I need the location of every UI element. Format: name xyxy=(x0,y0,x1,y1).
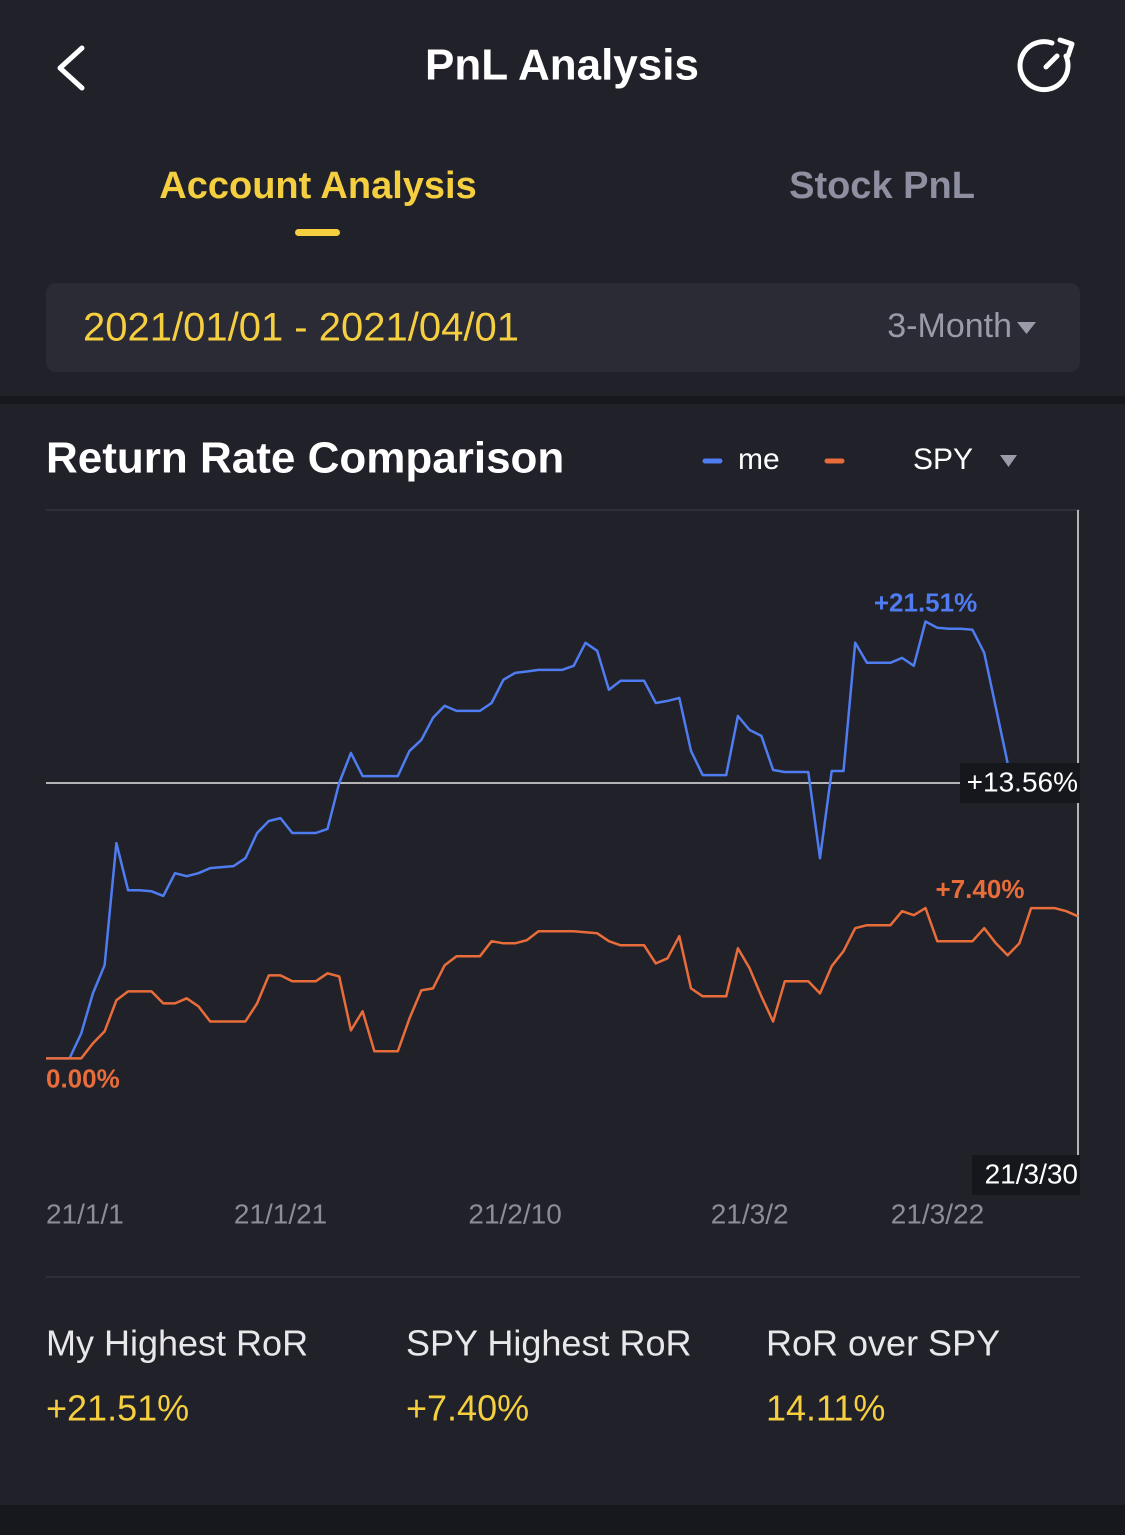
date-range-box[interactable] xyxy=(46,283,1080,372)
legend-label: SPY xyxy=(913,443,973,476)
page-title: PnL Analysis xyxy=(425,41,699,90)
tab[interactable]: Account Analysis xyxy=(159,165,476,207)
crosshair-date: 21/3/30 xyxy=(985,1158,1078,1189)
series-line xyxy=(46,906,1079,1060)
x-tick-label: 21/3/22 xyxy=(891,1198,984,1229)
crosshair-date-box xyxy=(972,1155,1080,1195)
stat-value: +7.40% xyxy=(406,1388,529,1429)
x-tick-label: 21/2/10 xyxy=(468,1198,561,1229)
chart-title: Return Rate Comparison xyxy=(46,434,564,483)
peak-label: +21.51% xyxy=(874,587,977,617)
start-label: 0.00% xyxy=(46,1063,120,1093)
dropdown-arrow[interactable] xyxy=(1000,455,1017,467)
crosshair-value-box xyxy=(960,763,1080,803)
stat-label: SPY Highest RoR xyxy=(406,1323,691,1364)
date-range: 2021/01/01 - 2021/04/01 xyxy=(83,306,519,350)
peak-label: +7.40% xyxy=(936,874,1025,904)
stat-value: +21.51% xyxy=(46,1388,189,1429)
crosshair-value: +13.56% xyxy=(967,766,1078,797)
stat-label: RoR over SPY xyxy=(766,1323,1000,1364)
section-divider xyxy=(0,396,1125,404)
tab[interactable]: Stock PnL xyxy=(789,165,975,207)
series-line xyxy=(46,620,1009,1060)
x-tick-label: 21/1/21 xyxy=(234,1198,327,1229)
x-tick-label: 21/3/2 xyxy=(711,1198,789,1229)
dropdown-arrow xyxy=(1017,322,1036,334)
stat-label: My Highest RoR xyxy=(46,1323,308,1364)
x-tick-label: 21/1/1 xyxy=(46,1198,124,1229)
bottom-strip xyxy=(0,1505,1125,1535)
back-button[interactable] xyxy=(57,45,85,91)
legend-label: me xyxy=(738,443,780,476)
refresh-button[interactable] xyxy=(1017,37,1075,93)
stat-value: 14.11% xyxy=(766,1388,885,1429)
period-selector[interactable]: 3-Month xyxy=(887,307,1012,345)
tab-indicator xyxy=(295,229,340,236)
